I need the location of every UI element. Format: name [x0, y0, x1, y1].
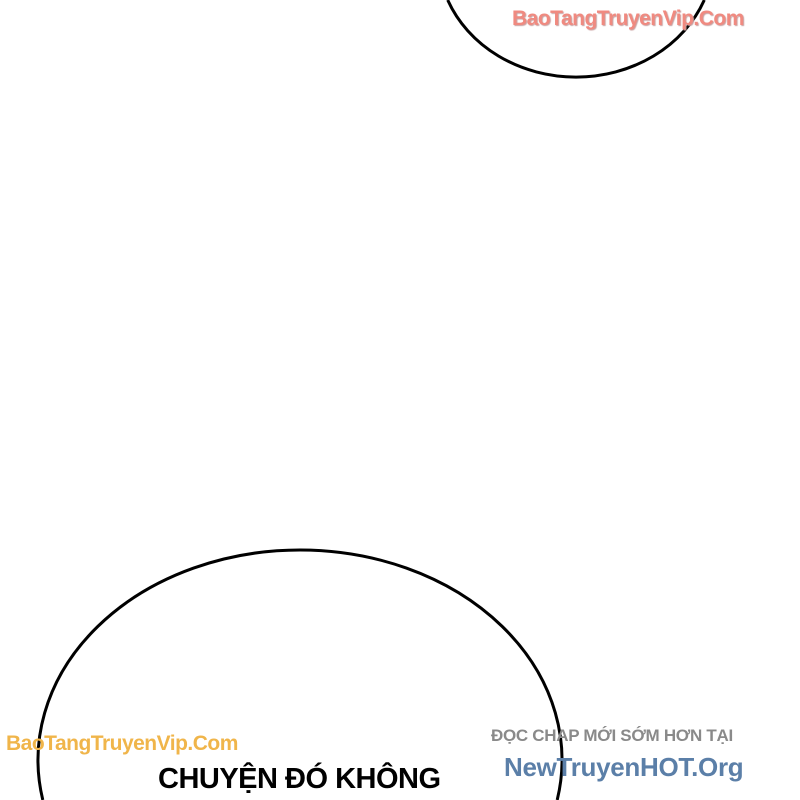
promo-text: ĐỌC CHAP MỚI SỚM HƠN TẠI [491, 726, 733, 745]
promo-site: NewTruyenHOT.Org [504, 752, 744, 782]
bottom-speech-bubble [36, 548, 564, 800]
watermark-bottom-left: BaoTangTruyenVip.Com [6, 732, 238, 755]
watermark-top: BaoTangTruyenVip.Com [512, 7, 744, 30]
speech-text: CHUYỆN ĐÓ KHÔNG [158, 763, 441, 795]
top-speech-bubble [446, 0, 706, 79]
